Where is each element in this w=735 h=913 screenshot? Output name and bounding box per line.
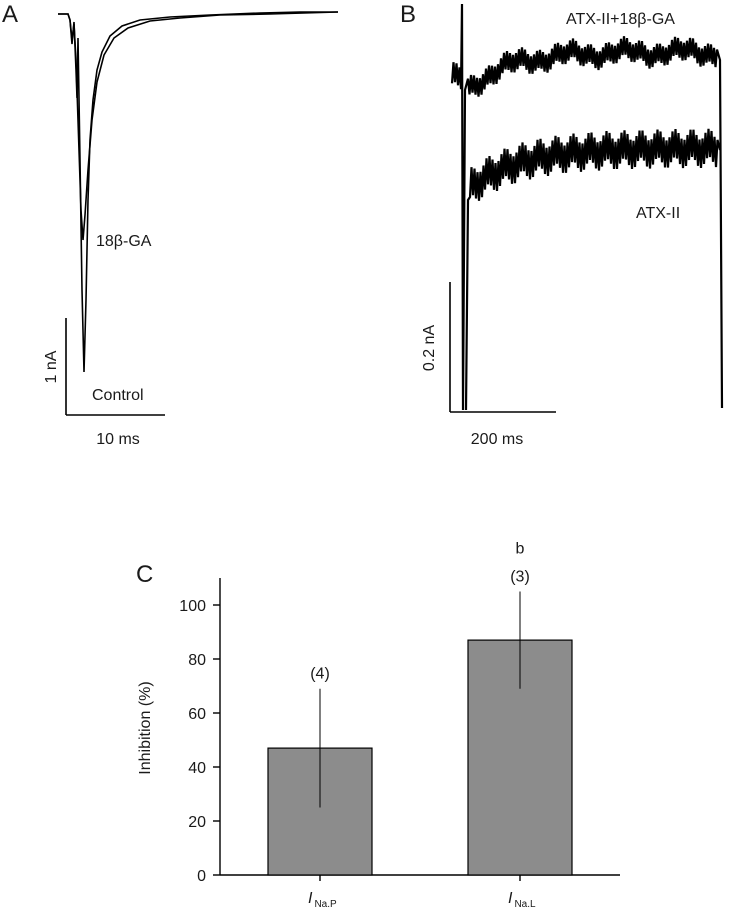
y-axis-title: Inhibition (%) xyxy=(137,681,154,774)
panel-a-scale-y-label: 1 nA xyxy=(43,350,60,383)
y-tick-label: 40 xyxy=(188,760,206,777)
panel-a: A 18β-GA Control 1 nA 10 ms xyxy=(2,1,339,448)
panel-b: B ATX-II+18β-GA ATX-II 0.2 nA 200 ms xyxy=(400,1,724,448)
x-tick-label-main: I xyxy=(308,890,313,907)
sample-size-label: (3) xyxy=(510,569,530,586)
x-tick-label: I Na.L xyxy=(508,890,536,910)
significance-label: b xyxy=(516,541,525,558)
panel-a-18bga-trace xyxy=(58,11,339,241)
y-tick-label: 100 xyxy=(179,598,206,615)
panel-c-letter: C xyxy=(136,561,153,588)
x-tick-label-sub: Na.L xyxy=(514,899,536,910)
panel-b-atx-trace xyxy=(464,128,722,411)
panel-b-scale-x-label: 200 ms xyxy=(471,431,523,448)
panel-b-letter: B xyxy=(400,1,416,28)
sample-size-label: (4) xyxy=(310,666,330,683)
panel-a-label-control: Control xyxy=(92,387,144,404)
panel-b-label-atx-18bga: ATX-II+18β-GA xyxy=(566,11,675,28)
panel-a-scale-x-label: 10 ms xyxy=(96,431,140,448)
x-tick-label-sub: Na.P xyxy=(314,899,337,910)
panel-b-scale-bar: 0.2 nA 200 ms xyxy=(421,282,556,448)
y-tick-label: 20 xyxy=(188,814,206,831)
y-tick-label: 80 xyxy=(188,652,206,669)
panel-a-control-trace xyxy=(58,11,338,373)
panel-b-scale-y-label: 0.2 nA xyxy=(421,325,438,372)
y-tick-label: 60 xyxy=(188,706,206,723)
panel-a-letter: A xyxy=(2,1,18,28)
y-tick-label: 0 xyxy=(197,868,206,885)
panel-b-atx-18bga-trace xyxy=(450,3,724,411)
x-tick-label-main: I xyxy=(508,890,513,907)
panel-a-scale-bar: 1 nA 10 ms xyxy=(43,318,165,448)
x-tick-label: I Na.P xyxy=(308,890,337,910)
panel-a-label-18bga: 18β-GA xyxy=(96,233,152,250)
panel-b-label-atx: ATX-II xyxy=(636,205,680,222)
